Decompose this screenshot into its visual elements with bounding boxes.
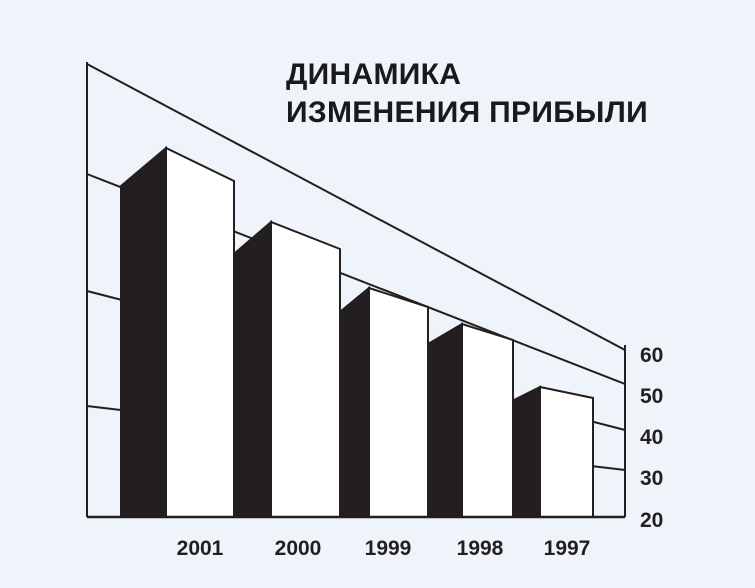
bar-1997 (513, 385, 594, 518)
y-tick-label-60: 60 (640, 344, 663, 367)
x-tick-label-2000: 2000 (275, 537, 322, 560)
x-tick-label-1997: 1997 (544, 537, 591, 560)
bar-face-2001 (165, 146, 235, 518)
bar-side-1997 (513, 385, 541, 518)
bar-face-1999 (368, 286, 429, 518)
chart-title-line-2: ИЗМЕНЕНИЯ ПРИБЫЛИ (286, 96, 648, 129)
x-tick-label-2001: 2001 (177, 537, 224, 560)
y-tick-label-30: 30 (640, 467, 663, 490)
chart-title: ДИНАМИКА ИЗМЕНЕНИЯ ПРИБЫЛИ (286, 56, 648, 132)
bar-side-2001 (120, 145, 167, 518)
x-tick-label-1998: 1998 (457, 537, 504, 560)
y-tick-label-20: 20 (640, 509, 663, 532)
bar-2001 (120, 145, 235, 518)
x-tick-label-1999: 1999 (365, 537, 412, 560)
bar-1999 (340, 285, 429, 518)
bar-2000 (234, 219, 341, 518)
bar-side-2000 (234, 219, 272, 518)
bar-face-1997 (539, 385, 594, 518)
y-tick-label-40: 40 (640, 426, 663, 449)
bar-side-1999 (340, 285, 370, 518)
bar-side-1998 (427, 322, 463, 518)
bar-face-1998 (461, 322, 514, 518)
chart-title-line-1: ДИНАМИКА (286, 58, 462, 91)
labels-layer: 2001 2000 1999 1998 1997 20 30 40 50 60 (177, 344, 664, 560)
top-boundary-line (86, 63, 626, 351)
bars-layer (87, 145, 625, 519)
bar-face-2000 (270, 220, 341, 518)
bar-1998 (427, 322, 514, 518)
y-tick-label-50: 50 (640, 385, 663, 408)
